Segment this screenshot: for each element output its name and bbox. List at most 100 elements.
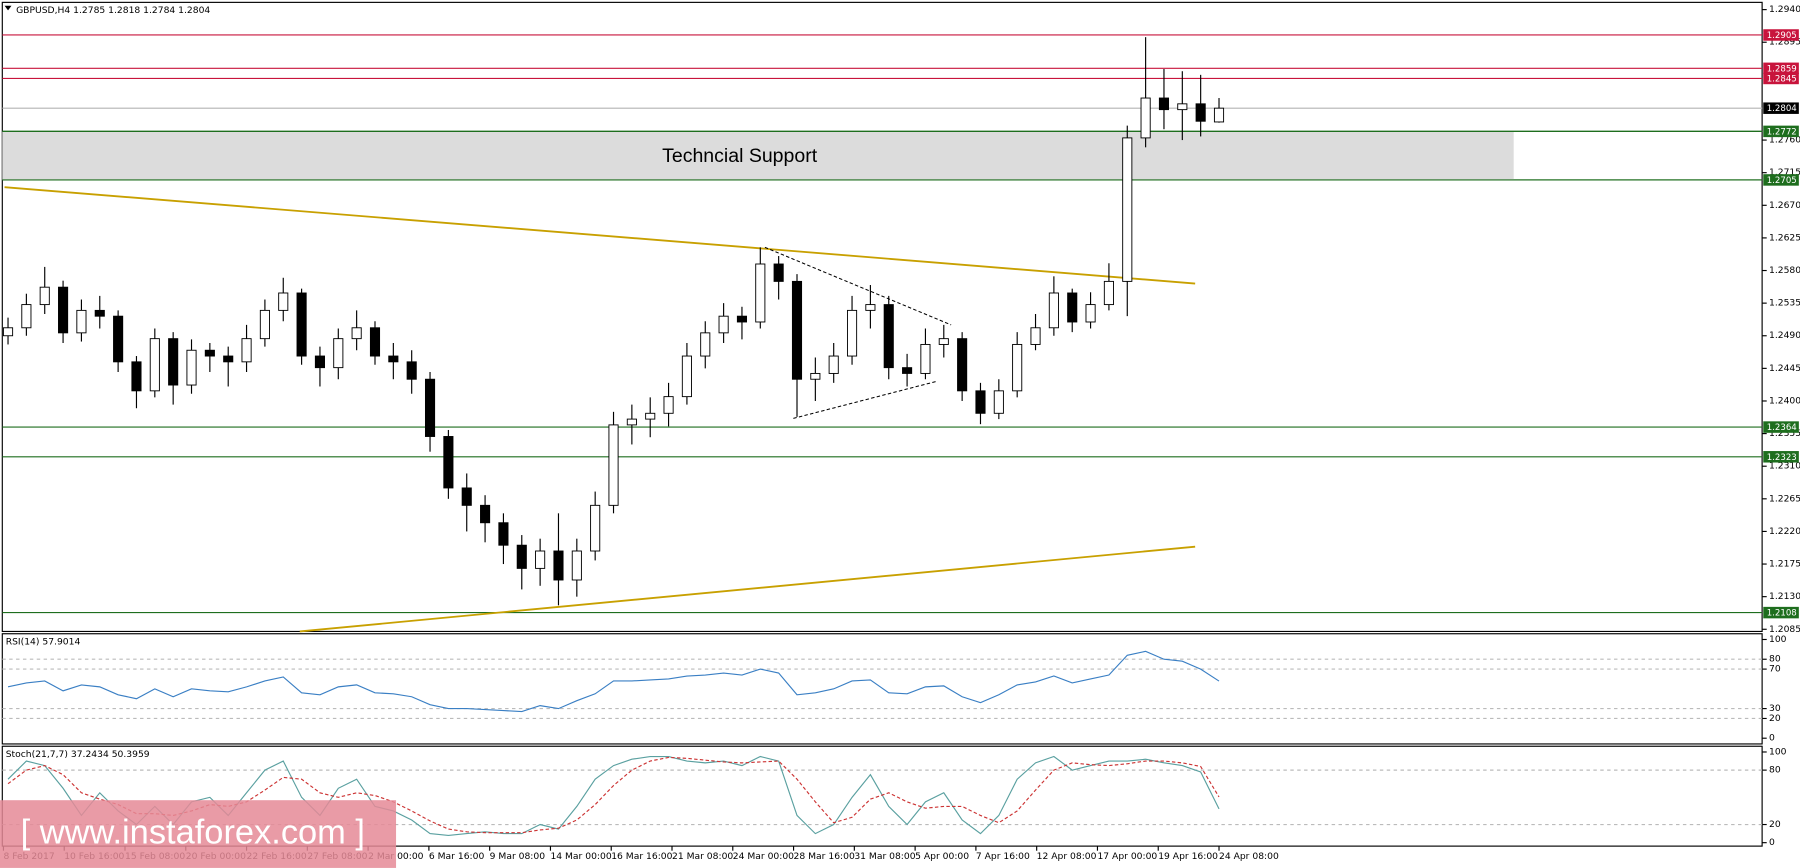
candle-body (846, 309, 858, 357)
candle-body (553, 550, 564, 581)
candle-body (1048, 292, 1059, 329)
y-tick-label: 1.2760 (1769, 135, 1800, 146)
candle-body (498, 522, 509, 546)
level-label-box (1763, 421, 1799, 433)
y-tick-label: 1.2625 (1769, 232, 1800, 243)
candle-body (718, 315, 729, 334)
y-tick-label: 1.2580 (1769, 265, 1800, 276)
y-tick-label: 1.2490 (1769, 330, 1800, 341)
menu-arrow (4, 5, 12, 11)
candle-body (204, 349, 215, 357)
candle-body (810, 372, 821, 380)
candle-body (1140, 97, 1151, 139)
y-tick-label: 70 (1769, 664, 1781, 675)
panel-title: RSI(14) 57.9014 (6, 636, 81, 647)
panel-frame (1, 745, 1763, 847)
panel-title: GBPUSD,H4 1.2785 1.2818 1.2784 1.2804 (16, 5, 210, 16)
candle-body (645, 412, 656, 420)
candle-body (791, 280, 803, 380)
y-tick-label: 1.2220 (1769, 526, 1800, 537)
candle-body (663, 396, 674, 414)
panel-title: Stoch(21,7,7) 37.2434 50.3959 (6, 749, 150, 760)
candle-body (259, 309, 270, 340)
candle-body (828, 355, 839, 374)
level-label-box (1763, 174, 1799, 186)
candle-body (168, 338, 179, 386)
panel-frame (1, 633, 1763, 745)
indicator-line (7, 650, 1220, 713)
x-tick-label: 5 Apr 00:00 (915, 851, 969, 862)
y-tick-label: 1.2715 (1769, 167, 1800, 178)
trendline (299, 545, 1196, 633)
x-tick-label: 31 Mar 08:00 (854, 851, 915, 862)
level-label: 1.2108 (1767, 609, 1797, 619)
level-label: 1.2845 (1767, 75, 1797, 85)
x-tick-label: 28 Mar 16:00 (794, 851, 855, 862)
y-tick-label: 20 (1769, 713, 1781, 724)
candle-body (58, 286, 69, 334)
y-tick-label: 1.2085 (1769, 624, 1800, 635)
candle-body (590, 504, 601, 552)
candle-body (351, 327, 362, 340)
y-tick-label: 20 (1769, 819, 1781, 830)
x-tick-label: 24 Apr 08:00 (1219, 851, 1279, 862)
candle-body (755, 263, 766, 323)
y-tick-label: 1.2265 (1769, 493, 1800, 504)
candle-body (902, 367, 913, 374)
candle-body (681, 355, 692, 398)
panel-frame (1, 1, 1763, 633)
candle-body (1158, 97, 1170, 111)
candle-body (516, 544, 527, 569)
level-label: 1.2859 (1767, 64, 1797, 74)
y-tick-label: 0 (1769, 733, 1775, 744)
candle-body (865, 304, 876, 311)
candle-body (626, 418, 637, 426)
y-tick-label: 1.2895 (1769, 37, 1800, 48)
candle-body (76, 309, 87, 334)
support-zone (2, 131, 1514, 180)
candle-body (186, 349, 197, 386)
candle-body (443, 436, 454, 489)
candle-body (333, 338, 344, 369)
x-tick-label: 16 Mar 16:00 (611, 851, 672, 862)
candle-body (938, 338, 949, 345)
y-tick-label: 1.2670 (1769, 200, 1800, 211)
x-tick-label: 17 Apr 00:00 (1097, 851, 1157, 862)
candle-body (149, 338, 160, 392)
level-label: 1.2705 (1767, 176, 1797, 186)
candle-body (480, 504, 491, 524)
candle-body (993, 390, 1004, 414)
candle-body (1085, 304, 1096, 323)
x-tick-label: 21 Mar 08:00 (672, 851, 733, 862)
candle-body (406, 361, 417, 380)
candle-body (920, 343, 931, 374)
candle-body (700, 332, 711, 357)
candle-body (296, 292, 307, 357)
x-tick-label: 6 Mar 16:00 (429, 851, 485, 862)
candle-body (39, 286, 50, 306)
y-tick-label: 1.2355 (1769, 428, 1800, 439)
indicator-line (7, 755, 1220, 836)
level-label: 1.2772 (1767, 127, 1797, 137)
y-tick-label: 100 (1769, 746, 1787, 757)
level-label-box (1763, 29, 1799, 41)
indicator-line (7, 756, 1220, 834)
trendline (4, 186, 1196, 285)
x-tick-label: 7 Apr 16:00 (976, 851, 1030, 862)
candle-body (608, 424, 619, 506)
level-label: 1.2905 (1767, 31, 1797, 41)
x-tick-label: 14 Mar 00:00 (550, 851, 611, 862)
x-tick-label: 9 Mar 08:00 (490, 851, 546, 862)
level-label: 1.2323 (1767, 453, 1797, 463)
candle-body (241, 338, 252, 363)
candle-body (1067, 292, 1078, 323)
level-label-box (1763, 606, 1799, 619)
candle-body (1177, 103, 1188, 111)
candle-body (1195, 103, 1206, 122)
candle-body (94, 309, 105, 317)
candle-body (1103, 280, 1114, 306)
y-tick-label: 1.2940 (1769, 4, 1800, 15)
watermark-box (0, 800, 397, 868)
